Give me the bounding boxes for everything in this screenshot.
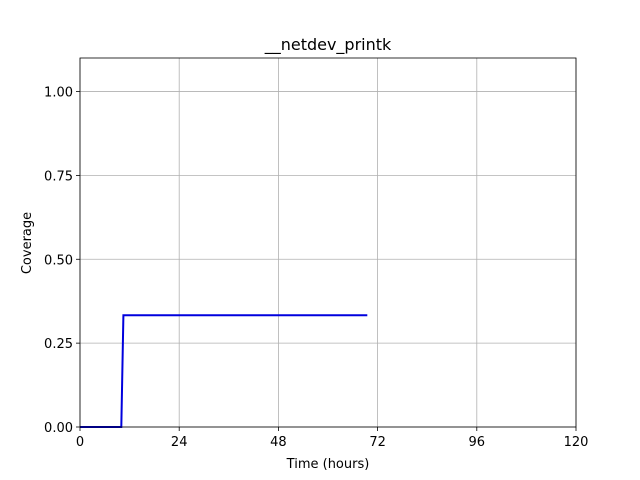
x-tick-label: 0 [76, 435, 84, 450]
x-tick-label: 48 [270, 435, 287, 450]
y-tick-label: 0.75 [44, 169, 73, 184]
y-axis: 0.00 0.25 0.50 0.75 1.00 [44, 86, 80, 436]
plot-frame [79, 57, 577, 428]
grid [79, 58, 577, 428]
chart-title: __netdev_printk [264, 35, 392, 55]
x-axis: 0 24 48 72 96 120 [76, 427, 589, 450]
y-tick-label: 0.50 [44, 253, 73, 268]
y-tick-label: 1.00 [44, 86, 73, 101]
x-tick-label: 72 [369, 435, 386, 450]
y-axis-label: Coverage [20, 212, 35, 274]
x-tick-label: 96 [469, 435, 486, 450]
y-tick-label: 0.00 [44, 421, 73, 436]
series-layer [80, 314, 368, 428]
y-tick-label: 0.25 [44, 337, 73, 352]
x-tick-label: 120 [564, 435, 589, 450]
x-axis-label: Time (hours) [286, 457, 370, 472]
series-line [80, 314, 368, 428]
x-tick-label: 24 [171, 435, 188, 450]
